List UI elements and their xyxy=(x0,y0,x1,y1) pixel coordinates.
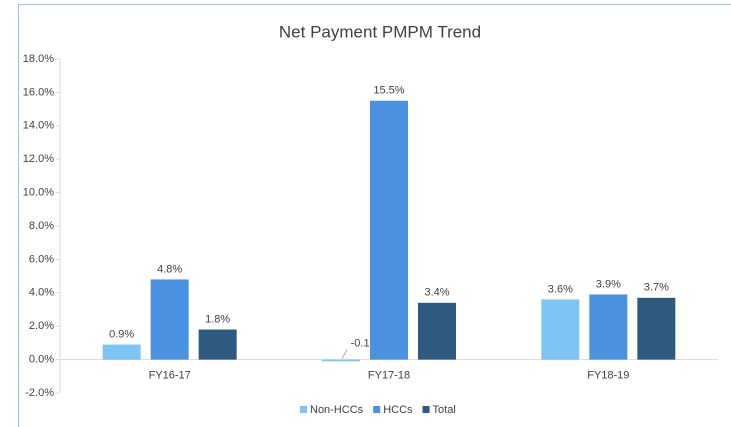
data-label: 3.6% xyxy=(548,283,573,295)
bar xyxy=(322,359,360,362)
data-label: 4.8% xyxy=(157,263,182,275)
y-tick-label: 4.0% xyxy=(29,287,54,299)
data-label: 1.8% xyxy=(205,313,230,325)
y-tick-label: 8.0% xyxy=(29,220,54,232)
y-tick-label: 18.0% xyxy=(23,53,54,65)
chart-title: Net Payment PMPM Trend xyxy=(279,22,481,41)
chart-frame xyxy=(18,4,731,427)
bar xyxy=(102,344,141,360)
bar xyxy=(589,294,628,360)
legend-swatch xyxy=(422,406,430,413)
leader-line xyxy=(341,349,348,359)
bar xyxy=(150,279,189,360)
x-tick-label: FY17-18 xyxy=(368,370,410,382)
legend-swatch xyxy=(373,406,381,413)
x-tick-label: FY16-17 xyxy=(149,370,191,382)
data-label: 0.9% xyxy=(109,328,134,340)
legend-label: Total xyxy=(433,404,456,416)
legend-label: Non-HCCs xyxy=(310,404,364,416)
bar xyxy=(637,297,676,360)
y-tick-label: 6.0% xyxy=(29,253,54,265)
y-tick-label: 0.0% xyxy=(29,354,54,366)
y-tick-label: 2.0% xyxy=(29,320,54,332)
bar xyxy=(198,329,237,360)
bar xyxy=(541,299,580,360)
data-label: 3.4% xyxy=(424,287,449,299)
data-label: 15.5% xyxy=(373,85,404,97)
x-tick-label: FY18-19 xyxy=(587,370,629,382)
legend-label: HCCs xyxy=(383,404,413,416)
y-tick-label: 16.0% xyxy=(23,86,54,98)
y-tick-label: -2.0% xyxy=(25,387,54,399)
bar xyxy=(370,100,408,360)
y-tick-label: 14.0% xyxy=(23,120,54,132)
data-label: 3.7% xyxy=(644,282,669,294)
data-label: 3.9% xyxy=(596,278,621,290)
legend-swatch xyxy=(300,406,307,413)
y-tick-label: 10.0% xyxy=(23,187,54,199)
bar xyxy=(418,302,456,360)
y-tick-label: 12.0% xyxy=(23,153,54,165)
